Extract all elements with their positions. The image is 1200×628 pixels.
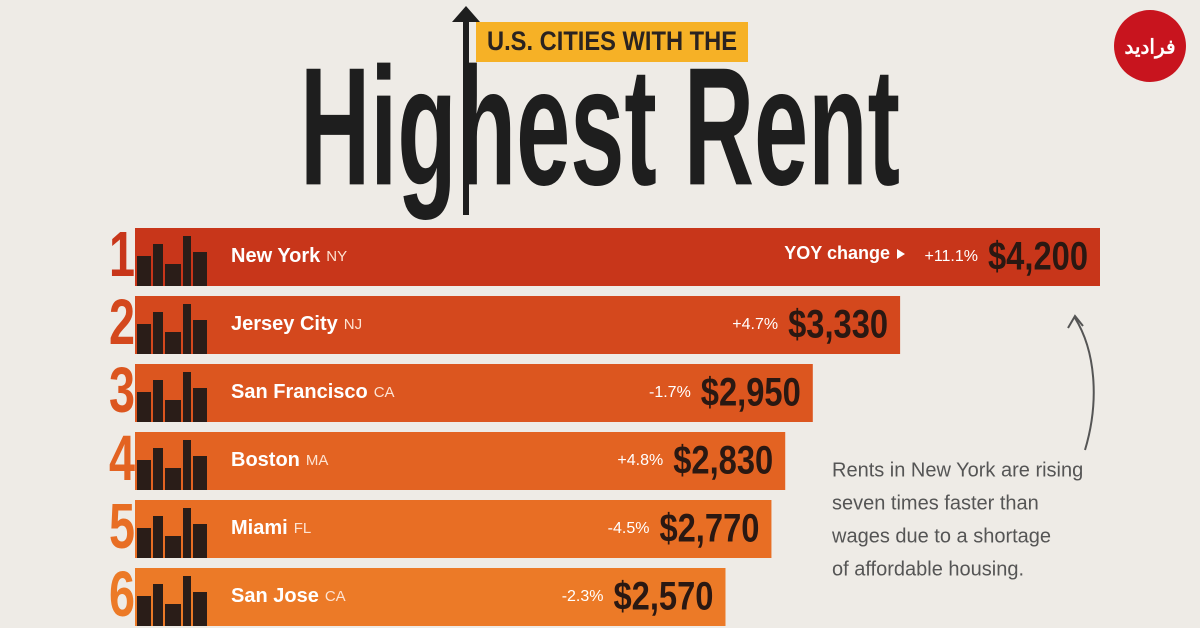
rank: 1 [109,218,135,290]
city-label: San Jose CA [231,585,346,607]
city-state: CA [374,384,395,401]
bar [135,432,786,490]
watermark: فرادید [1124,36,1175,59]
yoy-heading: YOY change [784,243,890,263]
city-state: FL [294,520,312,537]
skyline [183,304,191,354]
city-name: Jersey City [231,313,339,335]
skyline [153,244,163,286]
rank: 2 [109,286,135,358]
value-label: $3,330 [788,303,888,347]
rank: 3 [109,354,135,426]
city-state: NY [326,248,347,265]
skyline [193,388,207,422]
skyline [137,256,151,286]
skyline [183,508,191,558]
yoy-label: +4.7% [732,316,778,333]
skyline [153,516,163,558]
yoy-label: -4.5% [608,520,650,537]
city-label: Jersey City NJ [231,313,362,335]
bar [135,296,901,354]
yoy-pointer [897,249,905,259]
city-label: San Francisco CA [231,381,395,403]
skyline [137,528,151,558]
kicker-box [476,22,748,62]
chart-title: Highest Rent [300,32,900,220]
skyline [153,584,163,626]
skyline [193,524,207,558]
bar [135,228,1100,286]
skyline [165,468,181,490]
city-name: San Francisco [231,381,368,403]
skyline [183,236,191,286]
title-arrow [452,6,480,215]
skyline [137,324,151,354]
city-name: San Jose [231,585,319,607]
annotation: seven times faster than [832,492,1039,514]
skyline [183,440,191,490]
skyline [137,596,151,626]
kicker: U.S. CITIES WITH THE [487,26,737,56]
skyline [165,604,181,626]
yoy-label: -1.7% [649,384,691,401]
yoy-label: -2.3% [562,588,604,605]
annotation: Rents in New York are rising [832,459,1083,481]
rank: 5 [109,490,135,562]
value-label: $2,570 [613,575,713,619]
city-label: Boston MA [231,449,328,471]
bar [135,364,813,422]
value-label: $2,770 [659,507,759,551]
city-name: New York [231,245,321,267]
skyline [193,252,207,286]
skyline [165,400,181,422]
rank: 6 [109,558,135,628]
city-name: Miami [231,517,288,539]
city-label: New York NY [231,245,347,267]
value-label: $4,200 [988,235,1088,279]
skyline [137,392,151,422]
skyline [193,320,207,354]
skyline [165,536,181,558]
yoy-label: +11.1% [924,248,978,265]
watermark-badge [1114,10,1186,82]
skyline [153,448,163,490]
skyline [183,576,191,626]
city-state: MA [306,452,329,469]
annotation-arrow [1067,314,1095,451]
skyline [193,592,207,626]
skyline [137,460,151,490]
annotation: wages due to a shortage [831,525,1051,547]
rank: 4 [109,422,135,494]
city-state: CA [325,588,346,605]
skyline [153,380,163,422]
city-name: Boston [231,449,300,471]
bar [135,568,726,626]
skyline [165,332,181,354]
value-label: $2,830 [673,439,773,483]
bar [135,500,772,558]
value-label: $2,950 [701,371,801,415]
skyline [165,264,181,286]
city-label: Miami FL [231,517,311,539]
yoy-label: +4.8% [617,452,663,469]
skyline [183,372,191,422]
annotation: of affordable housing. [832,558,1024,580]
skyline [153,312,163,354]
skyline [193,456,207,490]
city-state: NJ [344,316,362,333]
